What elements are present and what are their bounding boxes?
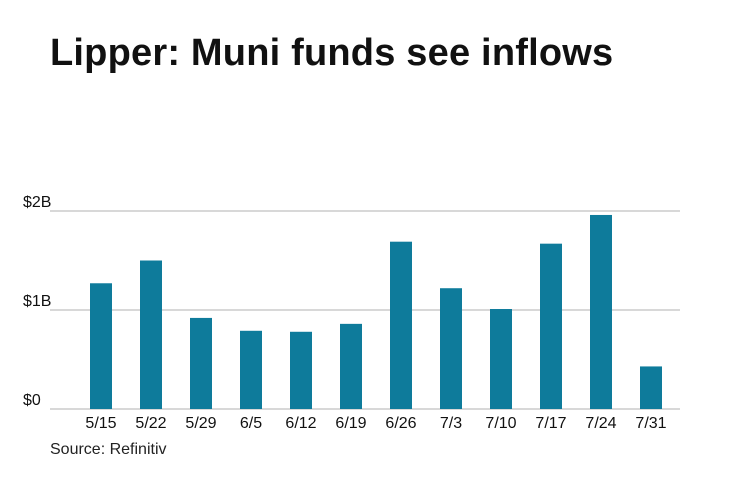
- x-tick-label: 5/15: [85, 415, 116, 432]
- bar: [290, 331, 312, 409]
- bar: [240, 330, 262, 409]
- bar: [440, 288, 462, 409]
- bar: [390, 241, 412, 409]
- bar: [540, 243, 562, 409]
- y-tick-label: $1B: [23, 293, 51, 310]
- y-tick-label: $0: [23, 392, 41, 409]
- bar: [90, 283, 112, 409]
- bar: [490, 309, 512, 409]
- x-tick-label: 7/3: [440, 415, 462, 432]
- x-tick-label: 6/19: [335, 415, 366, 432]
- x-tick-label: 7/24: [585, 415, 616, 432]
- bar: [590, 214, 612, 409]
- y-tick-labels: $0 $1B $2B: [23, 194, 51, 409]
- x-tick-label: 5/29: [185, 415, 216, 432]
- x-tick-label: 7/31: [635, 415, 666, 432]
- bars: [90, 214, 662, 409]
- bar: [190, 317, 212, 409]
- bar: [640, 366, 662, 409]
- x-tick-label: 6/26: [385, 415, 416, 432]
- source-note: Source: Refinitiv: [50, 441, 167, 458]
- x-tick-label: 6/12: [285, 415, 316, 432]
- bar: [140, 260, 162, 409]
- bar: [340, 323, 362, 409]
- chart-title: Lipper: Muni funds see inflows: [50, 32, 614, 74]
- x-tick-label: 7/10: [485, 415, 516, 432]
- x-tick-label: 6/5: [240, 415, 262, 432]
- x-tick-labels: 5/15 5/22 5/29 6/5 6/12 6/19 6/26 7/3 7/10 7/17 7/…: [85, 415, 666, 432]
- x-tick-label: 7/17: [535, 415, 566, 432]
- x-tick-label: 5/22: [135, 415, 166, 432]
- y-tick-label: $2B: [23, 194, 51, 211]
